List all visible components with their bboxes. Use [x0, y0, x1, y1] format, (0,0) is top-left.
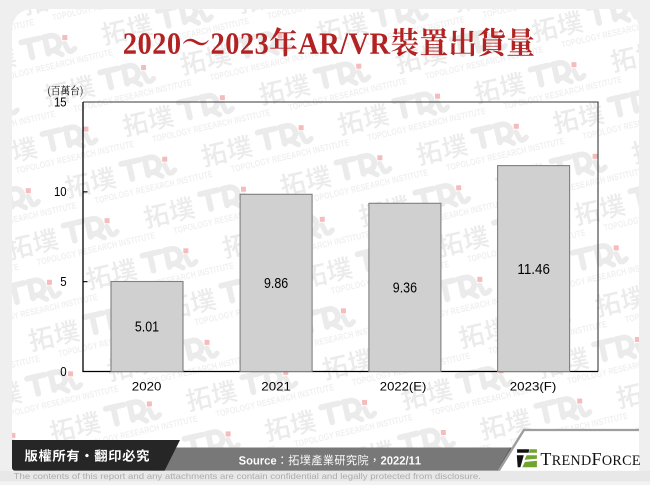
svg-text:2020: 2020	[132, 380, 162, 393]
svg-text:2022(E): 2022(E)	[380, 380, 427, 393]
svg-text:TRENDFORCE: TRENDFORCE	[540, 449, 640, 469]
svg-text:15: 15	[54, 95, 67, 109]
svg-text:0: 0	[60, 365, 66, 379]
svg-text:2023(F): 2023(F)	[510, 380, 557, 393]
svg-text:2021: 2021	[261, 380, 291, 393]
svg-text:9.86: 9.86	[264, 276, 288, 292]
svg-text:5: 5	[60, 275, 66, 289]
svg-text:10: 10	[54, 185, 67, 199]
svg-text:11.46: 11.46	[517, 262, 550, 278]
svg-text:5.01: 5.01	[135, 320, 159, 336]
svg-text:The contents of this report an: The contents of this report and any atta…	[14, 471, 481, 481]
svg-text:9.36: 9.36	[393, 281, 417, 297]
